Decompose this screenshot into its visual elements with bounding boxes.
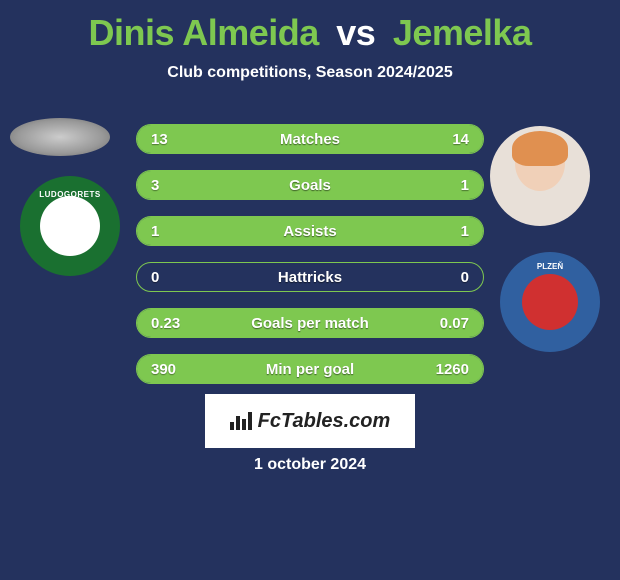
stat-row-goals-per-match: 0.23 Goals per match 0.07 <box>136 308 484 338</box>
subtitle: Club competitions, Season 2024/2025 <box>0 64 620 82</box>
player2-name: Jemelka <box>393 12 532 53</box>
player2-photo <box>490 126 590 226</box>
bar-chart-icon <box>230 412 252 430</box>
stat-row-goals: 3 Goals 1 <box>136 170 484 200</box>
stat-row-min-per-goal: 390 Min per goal 1260 <box>136 354 484 384</box>
stat-right-value: 1 <box>461 223 469 240</box>
player1-club-name: LUDOGORETS <box>20 190 120 199</box>
stats-container: 13 Matches 14 3 Goals 1 1 Assists 1 0 Ha… <box>136 124 484 400</box>
branding-text: FcTables.com <box>258 410 391 433</box>
player1-photo <box>10 118 110 156</box>
stat-label: Assists <box>137 223 483 240</box>
vs-label: vs <box>336 12 375 53</box>
stat-right-value: 14 <box>452 131 469 148</box>
stat-row-matches: 13 Matches 14 <box>136 124 484 154</box>
stat-right-value: 0 <box>461 269 469 286</box>
date-label: 1 october 2024 <box>0 456 620 474</box>
stat-label: Min per goal <box>137 361 483 378</box>
stat-row-assists: 1 Assists 1 <box>136 216 484 246</box>
stat-label: Matches <box>137 131 483 148</box>
player2-club-badge: PLZEŇ <box>500 252 600 352</box>
stat-right-value: 1 <box>461 177 469 194</box>
stat-label: Goals <box>137 177 483 194</box>
stat-right-value: 0.07 <box>440 315 469 332</box>
stat-right-value: 1260 <box>436 361 469 378</box>
stat-label: Hattricks <box>137 269 483 286</box>
branding-badge: FcTables.com <box>205 394 415 448</box>
player1-club-badge: LUDOGORETS <box>20 176 120 276</box>
player2-club-name: PLZEŇ <box>500 262 600 271</box>
comparison-title: Dinis Almeida vs Jemelka <box>0 0 620 54</box>
stat-row-hattricks: 0 Hattricks 0 <box>136 262 484 292</box>
player1-name: Dinis Almeida <box>89 12 319 53</box>
stat-label: Goals per match <box>137 315 483 332</box>
